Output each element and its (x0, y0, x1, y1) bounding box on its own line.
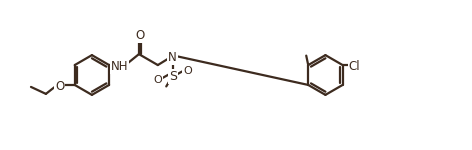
Text: O: O (153, 75, 162, 86)
Text: NH: NH (111, 60, 128, 73)
Text: N: N (169, 51, 177, 64)
Text: O: O (183, 66, 192, 76)
Text: O: O (55, 80, 64, 93)
Text: S: S (169, 69, 177, 82)
Text: Cl: Cl (349, 60, 361, 73)
Text: O: O (135, 29, 145, 42)
